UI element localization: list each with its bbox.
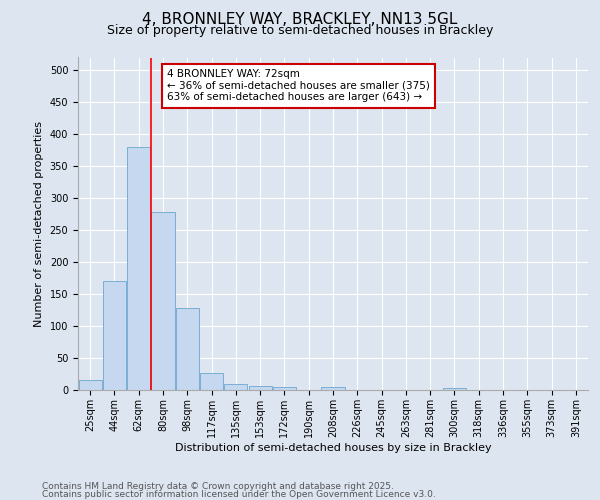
Bar bbox=[322, 387, 344, 390]
Text: 4 BRONNLEY WAY: 72sqm
← 36% of semi-detached houses are smaller (375)
63% of sem: 4 BRONNLEY WAY: 72sqm ← 36% of semi-deta… bbox=[167, 69, 430, 102]
Text: Contains public sector information licensed under the Open Government Licence v3: Contains public sector information licen… bbox=[42, 490, 436, 499]
Bar bbox=[79, 380, 101, 390]
Bar bbox=[443, 388, 466, 390]
Text: 4, BRONNLEY WAY, BRACKLEY, NN13 5GL: 4, BRONNLEY WAY, BRACKLEY, NN13 5GL bbox=[142, 12, 458, 28]
Text: Contains HM Land Registry data © Crown copyright and database right 2025.: Contains HM Land Registry data © Crown c… bbox=[42, 482, 394, 491]
Text: Size of property relative to semi-detached houses in Brackley: Size of property relative to semi-detach… bbox=[107, 24, 493, 37]
Bar bbox=[200, 372, 223, 390]
Bar bbox=[151, 212, 175, 390]
Bar bbox=[103, 282, 126, 390]
Bar bbox=[273, 387, 296, 390]
Bar bbox=[176, 308, 199, 390]
Bar bbox=[127, 147, 150, 390]
Bar bbox=[224, 384, 247, 390]
Bar bbox=[248, 386, 272, 390]
X-axis label: Distribution of semi-detached houses by size in Brackley: Distribution of semi-detached houses by … bbox=[175, 442, 491, 452]
Y-axis label: Number of semi-detached properties: Number of semi-detached properties bbox=[34, 120, 44, 327]
